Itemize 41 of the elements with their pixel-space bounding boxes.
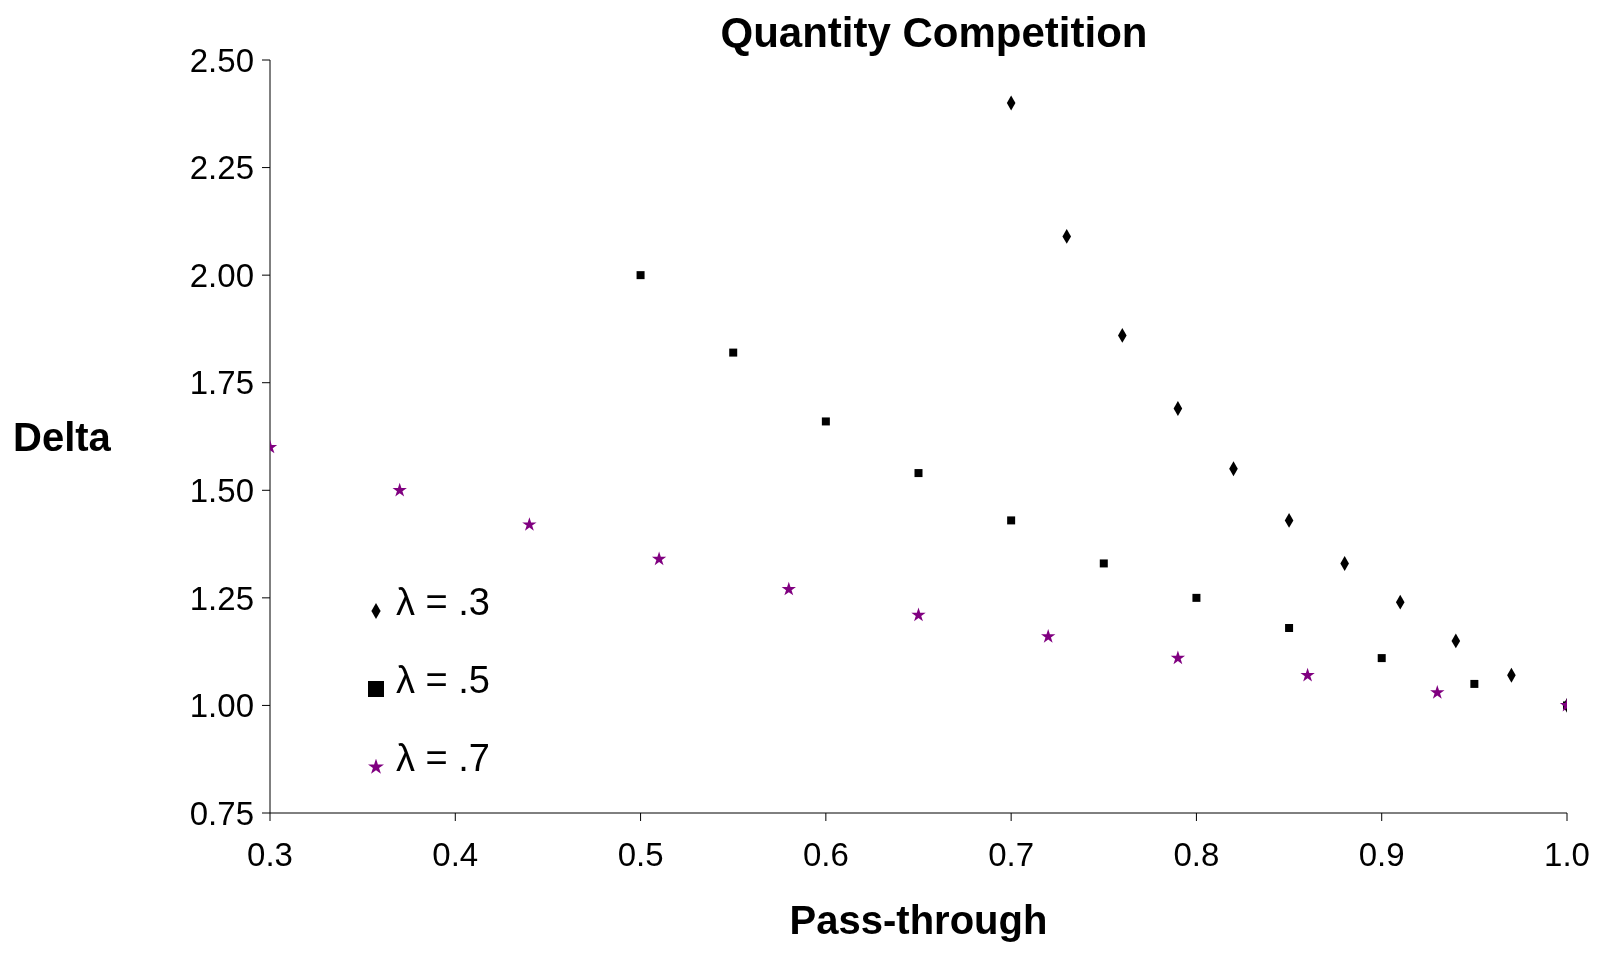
x-tick-label: 0.5 — [617, 836, 664, 874]
legend-label: λ = .7 — [396, 737, 490, 779]
x-axis-title: Pass-through — [789, 898, 1048, 942]
y-tick-label: 1.00 — [189, 687, 254, 725]
point — [1377, 654, 1386, 663]
point — [636, 271, 645, 280]
x-tick-label: 0.9 — [1358, 836, 1405, 874]
x-tick-label: 0.4 — [432, 836, 479, 874]
point — [821, 417, 830, 426]
point — [392, 482, 407, 497]
x-tick-label: 0.7 — [988, 836, 1035, 874]
point — [1470, 679, 1479, 688]
y-axis-title: Delta — [13, 414, 112, 459]
x-tick-label: 0.6 — [802, 836, 849, 874]
legend-label: λ = .3 — [396, 581, 490, 623]
point — [1099, 559, 1108, 568]
point — [1285, 623, 1294, 632]
point — [1192, 593, 1201, 602]
point — [1430, 684, 1445, 699]
x-tick-label: 1.0 — [1544, 836, 1590, 874]
point — [651, 551, 667, 566]
point — [1300, 667, 1315, 682]
point — [729, 348, 738, 357]
point — [1007, 516, 1016, 525]
point — [522, 517, 537, 531]
point — [911, 607, 926, 622]
point — [781, 581, 796, 596]
point — [1170, 650, 1186, 665]
chart-title: Quantity Competition — [719, 8, 1149, 58]
x-tick-label: 0.8 — [1173, 836, 1220, 874]
y-tick-label: 1.75 — [189, 364, 254, 402]
y-tick-label: 2.00 — [189, 256, 254, 294]
point — [1041, 629, 1056, 643]
legend-label: λ = .5 — [396, 659, 490, 701]
x-tick-label: 0.3 — [247, 836, 293, 874]
point — [914, 469, 923, 478]
y-tick-label: 1.25 — [189, 579, 254, 617]
y-tick-label: 2.25 — [189, 149, 254, 187]
y-tick-label: 0.75 — [189, 794, 254, 832]
y-tick-label: 1.50 — [189, 472, 254, 509]
y-tick-label: 2.50 — [189, 41, 254, 79]
